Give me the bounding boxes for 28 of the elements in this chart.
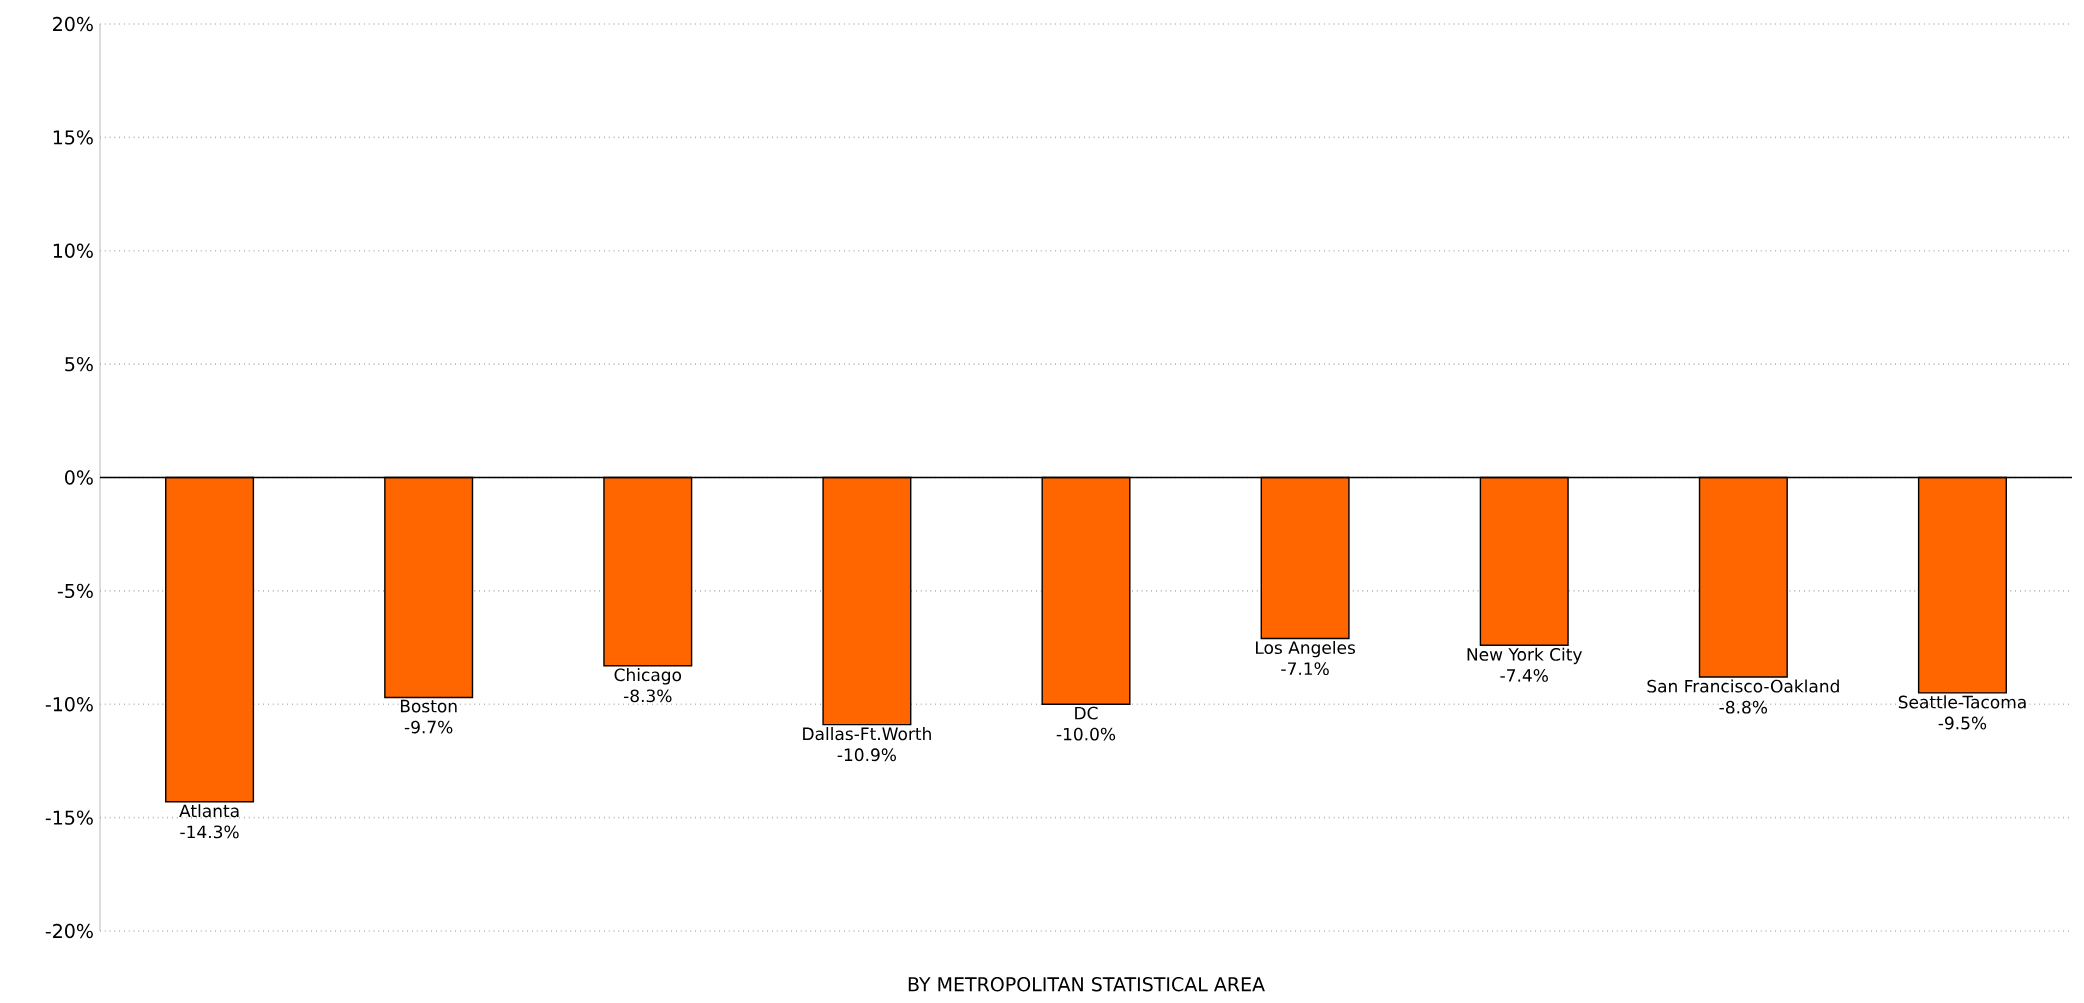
x-tick-label: San Francisco-Oakland	[1647, 679, 1839, 693]
data-label: -9.7%	[404, 720, 453, 734]
y-tick-label: 5%	[65, 356, 93, 372]
data-label: -8.8%	[1719, 700, 1768, 714]
data-label: -14.3%	[180, 825, 239, 839]
x-tick-label: Atlanta	[179, 804, 239, 818]
data-label: -7.4%	[1500, 669, 1548, 682]
x-tick-label: New York City	[1467, 647, 1582, 665]
data-label: -8.3%	[623, 689, 672, 703]
y-tick-label: -15%	[45, 810, 93, 825]
y-tick-label: -10%	[45, 697, 93, 712]
x-tick-label: Dallas-Ft.Worth	[803, 727, 931, 741]
x-tick-label: Boston	[400, 699, 457, 713]
x-tick-label: DC	[1075, 706, 1098, 720]
data-label: -9.5%	[1938, 716, 1987, 730]
x-tick-label: Chicago	[614, 668, 682, 685]
data-label: -10.0%	[1056, 727, 1116, 741]
x-axis-title: BY METROPOLITAN STATISTICAL AREA	[908, 977, 1265, 992]
y-tick-label: 15%	[53, 130, 93, 145]
y-tick-label: -5%	[57, 583, 93, 599]
y-tick-label: 20%	[53, 16, 93, 32]
y-tick-label: 10%	[53, 243, 93, 258]
x-tick-label: Seattle-Tacoma	[1898, 695, 2026, 709]
y-tick-label: 0%	[65, 470, 93, 485]
y-tick-label: -20%	[45, 923, 93, 939]
x-tick-label: Los Angeles	[1256, 640, 1356, 658]
data-label: -7.1%	[1281, 662, 1329, 676]
data-label: -10.9%	[837, 748, 897, 762]
